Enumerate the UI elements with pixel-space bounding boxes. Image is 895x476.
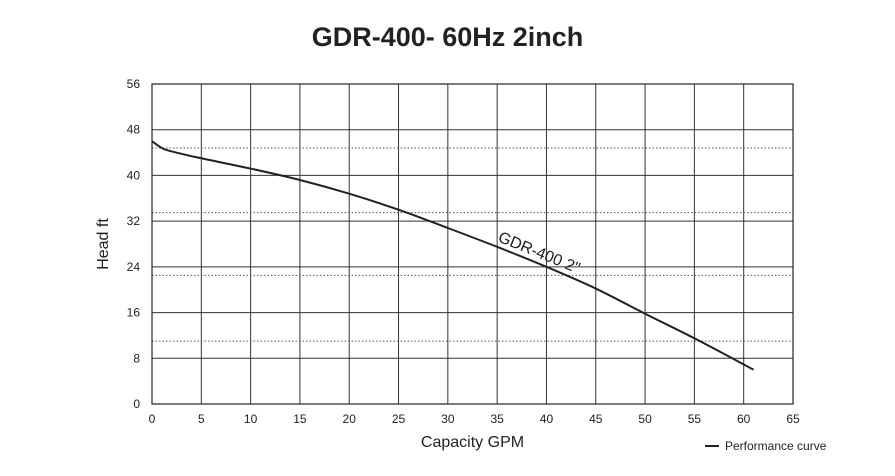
grid (151, 83, 794, 405)
x-tick-label: 20 (343, 412, 357, 426)
x-axis-label: Capacity GPM (421, 434, 524, 451)
series-group (151, 140, 755, 371)
x-tick-label: 15 (293, 412, 307, 426)
x-tick-label: 35 (490, 412, 504, 426)
x-tick-label: 40 (540, 412, 554, 426)
x-tick-label: 45 (589, 412, 603, 426)
legend-swatch (705, 445, 719, 447)
legend-label: Performance curve (725, 439, 827, 453)
y-tick-label: 24 (127, 260, 141, 274)
x-tick-label: 10 (244, 412, 258, 426)
y-axis-label: Head ft (95, 218, 112, 270)
x-tick-label: 65 (786, 412, 800, 426)
y-tick-label: 8 (133, 351, 140, 365)
y-tick-label: 32 (127, 214, 141, 228)
y-tick-label: 48 (127, 123, 141, 137)
y-tick-label: 40 (127, 168, 141, 182)
y-tick-label: 16 (127, 306, 141, 320)
y-tick-labels: 0 8 16 24 32 40 48 56 (127, 77, 141, 411)
y-tick-label: 0 (133, 397, 140, 411)
x-tick-labels: 0 5 10 15 20 25 30 35 40 45 50 55 60 65 (149, 412, 800, 426)
series-line (151, 140, 755, 371)
curve-label: GDR-400 2" (496, 229, 583, 277)
x-tick-label: 25 (392, 412, 406, 426)
x-tick-label: 30 (441, 412, 455, 426)
y-tick-label: 56 (127, 77, 141, 91)
chart-title: GDR-400- 60Hz 2inch (311, 22, 584, 52)
axes (151, 83, 794, 405)
legend: Performance curve (705, 439, 826, 453)
x-tick-label: 5 (198, 412, 205, 426)
x-tick-label: 60 (737, 412, 751, 426)
x-tick-label: 55 (688, 412, 702, 426)
plot-frame (151, 83, 794, 405)
x-tick-label: 0 (149, 412, 156, 426)
x-tick-label: 50 (638, 412, 652, 426)
